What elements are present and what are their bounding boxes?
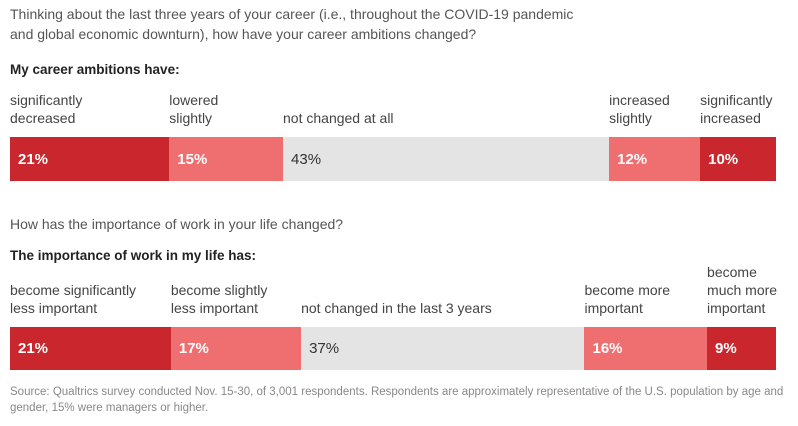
category-label-line: increased bbox=[700, 110, 761, 126]
category-label-line: slightly bbox=[169, 110, 213, 126]
category-label-line: important bbox=[707, 300, 766, 316]
category-label-line: become more bbox=[584, 282, 671, 298]
category-label: significantly decreased bbox=[10, 91, 82, 127]
segment-value-label: 15% bbox=[177, 150, 208, 168]
bar-segment: 37% bbox=[301, 327, 585, 370]
question-1-line-2: and global economic downturn), how have … bbox=[10, 26, 477, 42]
segment-value-label: 21% bbox=[18, 340, 49, 357]
chart-2-bar: 21% 17% 37% 16% 9% bbox=[10, 327, 776, 370]
category-label-line: increased bbox=[609, 92, 670, 108]
category-label: increased slightly bbox=[609, 91, 670, 127]
category-label: significantly increased bbox=[700, 91, 772, 127]
question-2: How has the importance of work in your l… bbox=[10, 214, 343, 234]
segment-value-label: 17% bbox=[178, 340, 209, 357]
category-label: become more important bbox=[585, 281, 671, 317]
bar-segment: 17% bbox=[170, 327, 302, 370]
segment-value-label: 10% bbox=[708, 150, 739, 168]
question-1-line-1: Thinking about the last three years of y… bbox=[10, 6, 574, 22]
category-label: become slightly less important bbox=[171, 281, 268, 317]
category-label-line: significantly bbox=[700, 92, 773, 108]
bar-segment: 12% bbox=[609, 137, 701, 181]
segment-value-label: 12% bbox=[617, 150, 648, 168]
bar-segment: 15% bbox=[169, 137, 284, 181]
category-label-line: less important bbox=[170, 300, 259, 316]
bar-segment: 10% bbox=[700, 137, 776, 181]
bar-segment: 43% bbox=[283, 137, 610, 181]
category-label-line: become bbox=[707, 264, 757, 280]
bar-segment: 21% bbox=[10, 327, 171, 370]
category-label: become much more important bbox=[707, 263, 777, 317]
question-1: Thinking about the last three years of y… bbox=[10, 4, 573, 44]
segment-value-label: 21% bbox=[18, 150, 49, 168]
segment-value-label: 37% bbox=[309, 340, 340, 357]
category-label-line: important bbox=[584, 300, 643, 316]
category-label: become significantly less important bbox=[10, 281, 136, 317]
segment-value-label: 9% bbox=[715, 340, 737, 357]
chart-1-bar: 21% 15% 43% 12% 10% bbox=[10, 137, 776, 181]
category-label-line: slightly bbox=[609, 110, 652, 126]
chart-2-subtitle: The importance of work in my life has: bbox=[10, 248, 257, 263]
source-note: Source: Qualtrics survey conducted Nov. … bbox=[10, 386, 784, 414]
category-label-line: become slightly bbox=[170, 282, 268, 298]
segment-value-label: 43% bbox=[291, 150, 322, 168]
category-label-line: less important bbox=[10, 300, 98, 316]
chart-1-subtitle: My career ambitions have: bbox=[10, 62, 180, 77]
bar-segment: 16% bbox=[584, 327, 708, 370]
category-label: lowered slightly bbox=[169, 91, 218, 127]
category-label-line: lowered bbox=[169, 92, 219, 108]
category-label-line: much more bbox=[707, 282, 778, 298]
category-label-line: decreased bbox=[10, 110, 76, 126]
bar-segment: 21% bbox=[10, 137, 170, 181]
category-label-line: not changed at all bbox=[283, 110, 394, 126]
category-label: not changed in the last 3 years bbox=[301, 299, 492, 317]
bar-segment: 9% bbox=[707, 327, 776, 370]
category-label-line: become significantly bbox=[10, 282, 137, 298]
segment-value-label: 16% bbox=[592, 340, 623, 357]
category-label-line: not changed in the last 3 years bbox=[301, 300, 492, 316]
question-2-line-1: How has the importance of work in your l… bbox=[10, 216, 344, 232]
category-label-line: significantly bbox=[10, 92, 83, 108]
category-label: not changed at all bbox=[283, 109, 394, 127]
